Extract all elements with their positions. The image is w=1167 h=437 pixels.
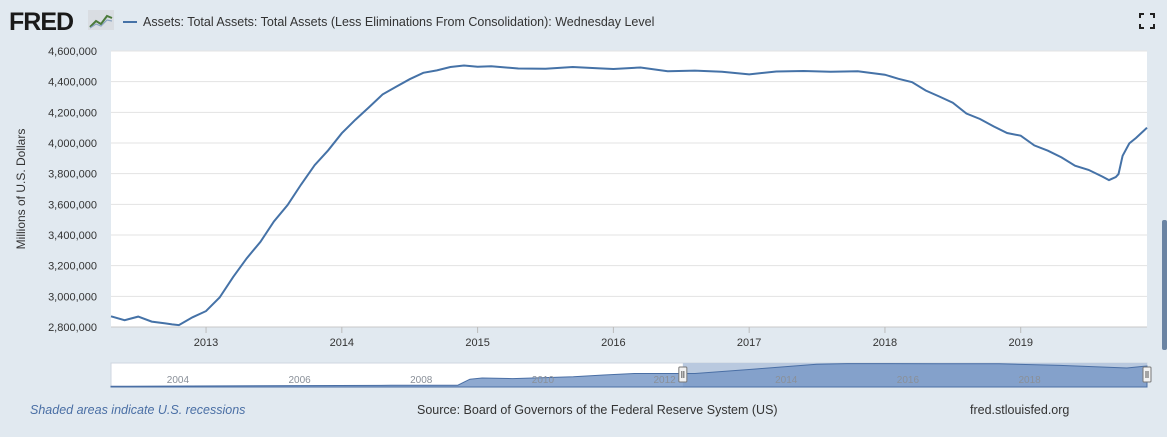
source-text: Source: Board of Governors of the Federa… (417, 403, 778, 417)
x-tick-label: 2014 (330, 337, 354, 349)
navigator-tick-label: 2006 (288, 375, 311, 386)
navigator-tick-label: 2008 (410, 375, 433, 386)
x-tick-label: 2016 (601, 337, 625, 349)
y-tick-label: 4,600,000 (48, 46, 97, 58)
navigator-right-handle[interactable] (1142, 366, 1152, 383)
y-tick-label: 3,200,000 (48, 261, 97, 273)
navigator-tick-label: 2014 (775, 375, 798, 386)
site-link[interactable]: fred.stlouisfed.org (970, 403, 1070, 417)
series-title: Assets: Total Assets: Total Assets (Less… (143, 15, 655, 29)
x-tick-label: 2015 (465, 337, 489, 349)
y-tick-label: 3,400,000 (48, 230, 97, 242)
navigator-tick-label: 2018 (1018, 375, 1041, 386)
y-tick-label: 4,400,000 (48, 77, 97, 89)
plot-background (111, 51, 1147, 327)
x-tick-label: 2019 (1008, 337, 1032, 349)
navigator-left-handle[interactable] (678, 366, 688, 383)
y-tick-label: 3,600,000 (48, 199, 97, 211)
chart-area: 2,800,000 3,000,000 3,200,000 3,400,000 3,60… (14, 46, 1152, 388)
navigator-tick-label: 2010 (532, 375, 555, 386)
fred-graph-logo-icon[interactable] (88, 10, 114, 30)
recession-note[interactable]: Shaded areas indicate U.S. recessions (30, 403, 246, 417)
y-axis: 2,800,000 3,000,000 3,200,000 3,400,000 3,60… (48, 46, 97, 334)
navigator-area (110, 363, 1148, 388)
legend-line-swatch (123, 20, 137, 23)
x-tick-label: 2013 (194, 337, 218, 349)
y-tick-label: 4,000,000 (48, 138, 97, 150)
series-legend[interactable]: Assets: Total Assets: Total Assets (Less… (123, 15, 654, 29)
handle-body[interactable] (1142, 366, 1152, 383)
x-tick-label: 2017 (737, 337, 761, 349)
chart-header: FRED Assets: Total Assets: Total Assets … (0, 0, 1167, 44)
fullscreen-icon[interactable] (1139, 13, 1155, 29)
x-tick-label: 2018 (873, 337, 897, 349)
x-axis: 2013 2014 2015 2016 2017 2018 2019 (111, 326, 1147, 349)
range-navigator[interactable]: 2004 2006 2008 2010 2012 2014 2016 2018 (110, 362, 1152, 388)
y-tick-label: 3,000,000 (48, 291, 97, 303)
series-line[interactable] (110, 64, 1148, 327)
navigator-tick-label: 2016 (897, 375, 920, 386)
navigator-tick-label: 2004 (167, 375, 190, 386)
y-tick-label: 4,200,000 (48, 107, 97, 119)
navigator-tick-label: 2012 (653, 375, 676, 386)
fred-logo[interactable]: FRED (9, 8, 74, 36)
y-axis-label: Millions of U.S. Dollars (14, 129, 28, 250)
page-scrollbar[interactable] (1162, 220, 1167, 350)
y-tick-label: 3,800,000 (48, 169, 97, 181)
handle-body[interactable] (678, 366, 688, 383)
y-tick-label: 2,800,000 (48, 322, 97, 334)
